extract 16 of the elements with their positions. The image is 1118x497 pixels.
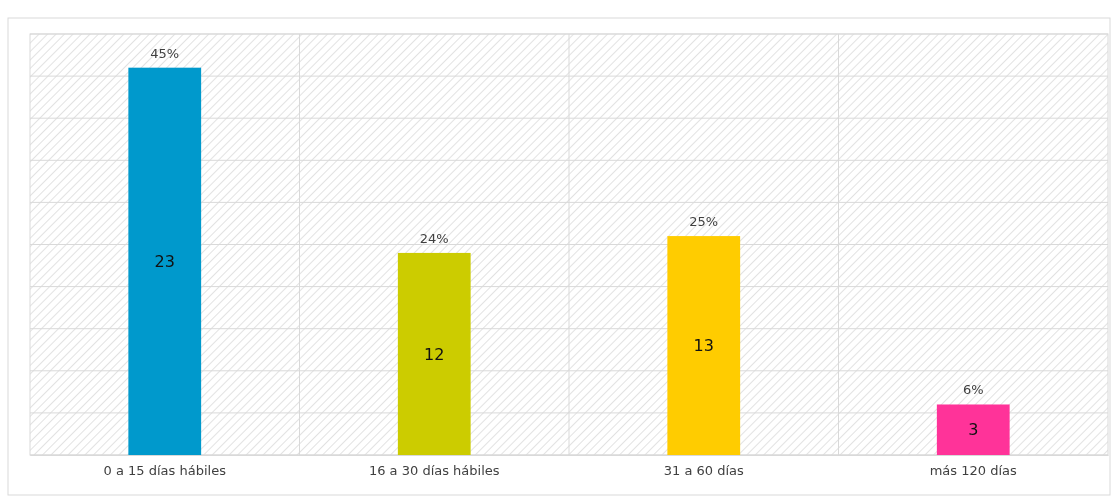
- x-tick-label: 0 a 15 días hábiles: [103, 462, 227, 478]
- data-label: 3: [968, 420, 979, 440]
- x-tick-label: más 120 días: [929, 462, 1018, 478]
- annotation: 45%: [150, 45, 180, 61]
- annotation: 25%: [689, 214, 719, 230]
- bar: [667, 236, 741, 455]
- data-label: 23: [154, 251, 175, 271]
- bar: [397, 252, 471, 455]
- data-label: 13: [693, 336, 714, 356]
- annotation: 6%: [962, 382, 984, 398]
- x-tick-label: 16 a 30 días hábiles: [368, 462, 500, 478]
- bar: [936, 404, 1010, 455]
- x-tick-label: 31 a 60 días: [663, 462, 744, 478]
- annotation: 24%: [419, 230, 449, 246]
- bar: [128, 67, 202, 455]
- data-label: 12: [424, 344, 445, 364]
